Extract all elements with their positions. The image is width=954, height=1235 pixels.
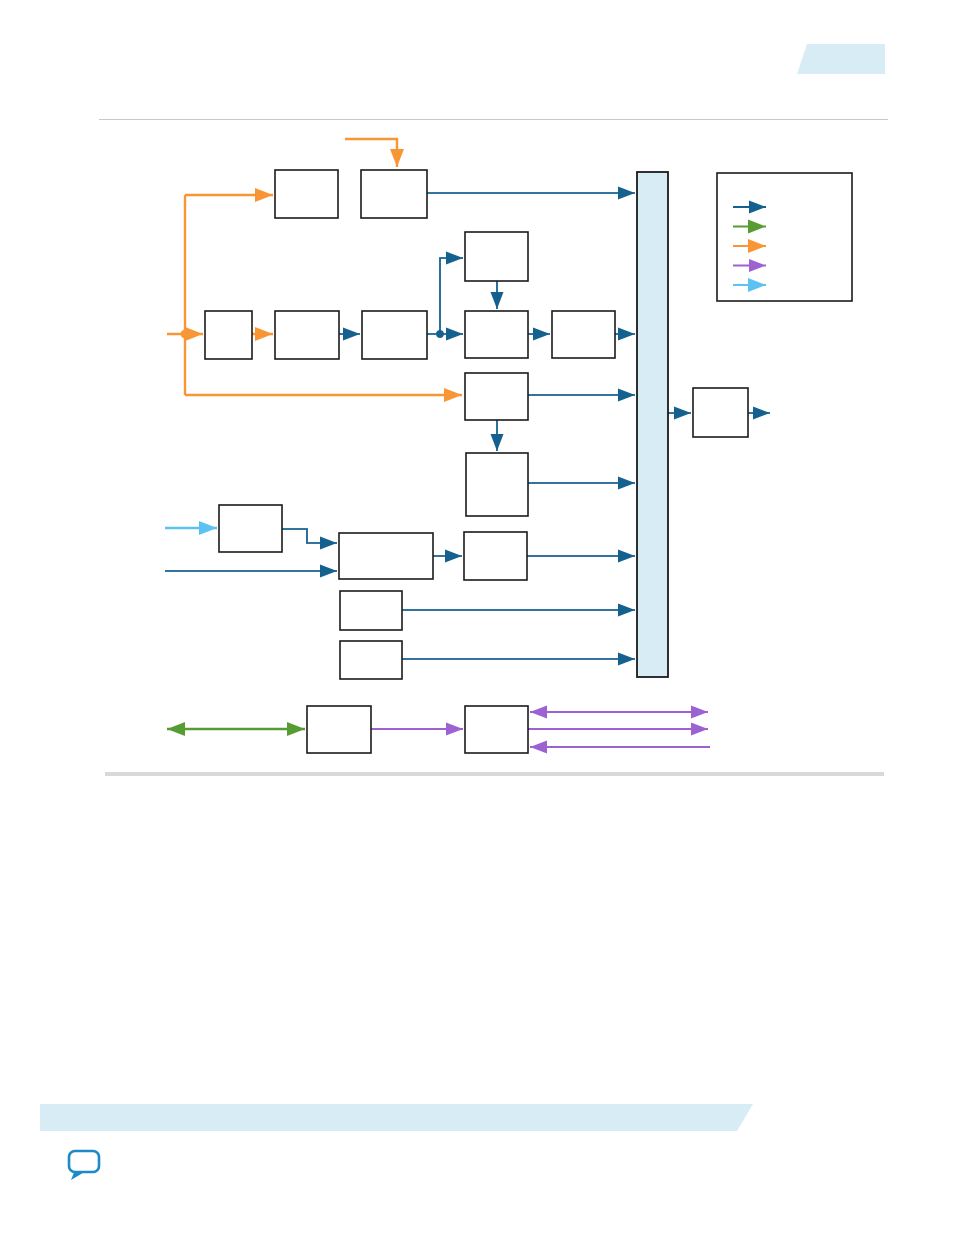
block-c2	[464, 310, 529, 359]
block-g1	[306, 705, 372, 754]
block-f1	[339, 590, 403, 631]
interconnect-bus-bar	[636, 171, 669, 678]
block-e3	[463, 531, 528, 581]
block-c1	[464, 231, 529, 282]
speech-bubble-logo	[67, 1149, 101, 1180]
arrow-branch-to-c1	[439, 251, 463, 334]
block-b1	[204, 310, 253, 360]
junction-dot-orange	[180, 329, 190, 339]
footer-banner-band	[40, 1104, 753, 1131]
block-a2	[360, 169, 428, 219]
block-a1	[274, 169, 339, 219]
block-g2	[464, 705, 529, 754]
legend-frame	[716, 172, 853, 302]
legend-box	[716, 172, 853, 302]
block-e1	[218, 504, 283, 553]
arrow-e1-to-e2	[282, 528, 337, 550]
block-e2	[338, 532, 434, 580]
block-d2	[465, 452, 529, 517]
block-c3	[551, 310, 616, 359]
speech-bubble-outline	[67, 1149, 101, 1174]
bottom-divider-rule	[105, 772, 884, 776]
block-d1	[464, 372, 529, 421]
block-b3	[361, 310, 428, 360]
block-f2	[339, 640, 403, 680]
junction-dot-blue	[436, 330, 444, 338]
arrow-orange-topfeed	[345, 137, 404, 167]
block-output	[692, 387, 749, 438]
header-tab-band	[797, 44, 885, 74]
top-divider-rule	[99, 119, 888, 120]
block-b2	[274, 310, 340, 360]
